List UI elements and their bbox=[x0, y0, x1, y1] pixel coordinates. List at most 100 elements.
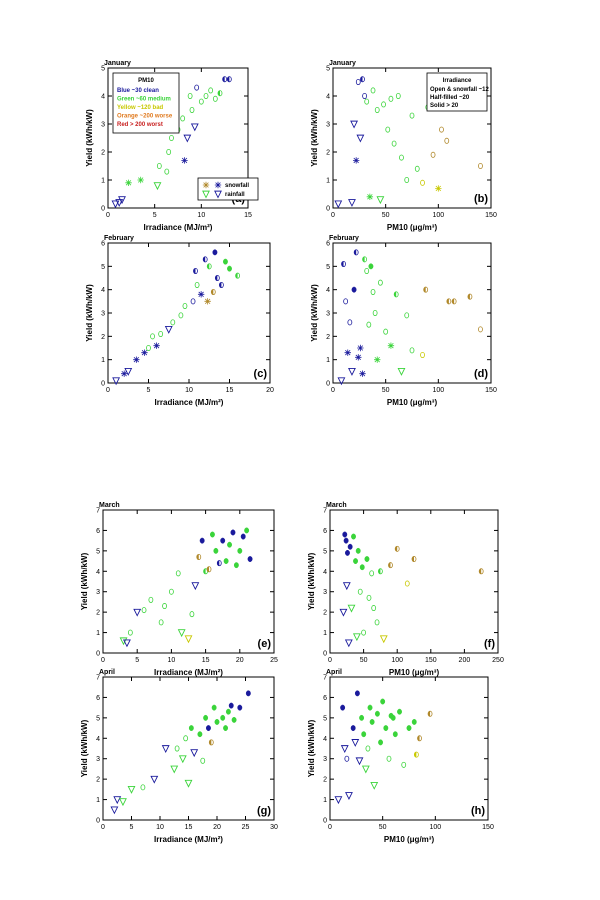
data-point bbox=[366, 594, 372, 601]
data-point bbox=[369, 718, 375, 725]
data-point bbox=[345, 549, 350, 556]
data-point bbox=[125, 179, 132, 186]
y-axis-title: Yield (kWh/kW) bbox=[310, 284, 319, 342]
data-point bbox=[184, 779, 193, 788]
panel-d: 0 50 100 150 0 1 2 3 4 5 6 PM10 (μg/m³) Yield (kWh/k… bbox=[310, 235, 497, 407]
data-point bbox=[417, 735, 422, 742]
x-axis-title: Irradiance (MJ/m²) bbox=[155, 398, 224, 407]
data-point bbox=[386, 755, 392, 762]
x-tick-label: 5 bbox=[153, 212, 157, 219]
panel-letter: (b) bbox=[474, 193, 488, 205]
data-point bbox=[178, 312, 184, 319]
panel-month: January bbox=[104, 60, 131, 67]
data-point bbox=[156, 162, 162, 169]
panel-letter: (h) bbox=[471, 805, 485, 817]
data-point bbox=[230, 529, 236, 536]
data-point bbox=[124, 368, 133, 376]
data-point bbox=[150, 775, 159, 784]
data-point bbox=[343, 537, 349, 544]
y-tick-label: 1 bbox=[101, 357, 105, 364]
data-point bbox=[174, 745, 180, 752]
data-point bbox=[404, 312, 410, 319]
y-tick-label: 0 bbox=[96, 651, 100, 658]
irradiance-legend-item: Half-filled ~20 bbox=[430, 95, 470, 101]
data-point bbox=[362, 256, 368, 263]
data-point bbox=[370, 781, 379, 790]
irradiance-legend-box bbox=[426, 72, 488, 112]
data-point bbox=[378, 739, 384, 746]
data-point bbox=[158, 330, 164, 337]
y-tick-label: 0 bbox=[323, 818, 327, 825]
data-point bbox=[366, 321, 372, 328]
x-tick-label: 15 bbox=[185, 824, 193, 831]
data-point bbox=[399, 154, 404, 161]
data-point bbox=[340, 745, 349, 754]
data-point bbox=[170, 765, 179, 774]
pm10-legend: PM10 Blue ~30 clean Green ~60 medium Yellow… bbox=[112, 72, 180, 134]
data-point bbox=[191, 582, 200, 591]
data-point bbox=[161, 745, 170, 754]
data-point bbox=[212, 95, 218, 102]
x-tick-label: 20 bbox=[236, 657, 244, 664]
panel-letter: (g) bbox=[257, 805, 271, 817]
x-axis-title: Irradiance (MJ/m²) bbox=[154, 668, 223, 677]
x-tick-label: 100 bbox=[391, 657, 403, 664]
x-tick-label: 150 bbox=[485, 212, 497, 219]
data-point bbox=[133, 608, 142, 617]
data-point bbox=[352, 157, 360, 164]
snowfall-marker-yellow bbox=[202, 181, 210, 189]
y-tick-label: 5 bbox=[96, 715, 100, 722]
x-tick-label: 0 bbox=[106, 212, 110, 219]
data-point bbox=[406, 725, 412, 732]
data-point bbox=[218, 281, 224, 288]
data-point bbox=[369, 570, 375, 577]
data-point bbox=[423, 286, 429, 293]
data-point bbox=[420, 179, 425, 186]
data-point bbox=[111, 200, 120, 209]
data-point bbox=[228, 702, 234, 709]
data-point bbox=[351, 286, 357, 293]
data-point bbox=[342, 531, 348, 538]
y-tick-label: 5 bbox=[96, 548, 100, 555]
data-point bbox=[189, 611, 195, 618]
y-axis-title: Yield (kWh/kW) bbox=[80, 719, 89, 777]
weather-legend: snowfall rainfall bbox=[197, 177, 259, 201]
data-point bbox=[401, 761, 407, 768]
x-tick-label: 0 bbox=[328, 824, 332, 831]
data-point bbox=[350, 120, 358, 129]
data-point bbox=[361, 765, 370, 774]
y-tick-label: 7 bbox=[96, 675, 100, 682]
y-tick-label: 6 bbox=[96, 528, 100, 535]
y-tick-label: 2 bbox=[323, 777, 327, 784]
data-point bbox=[353, 558, 358, 565]
y-axis-title: Yield (kWh/kW) bbox=[307, 719, 316, 777]
rainfall-marker-green bbox=[202, 190, 210, 199]
data-point bbox=[133, 356, 140, 363]
data-point bbox=[208, 87, 214, 94]
data-point bbox=[189, 107, 195, 114]
data-point bbox=[385, 126, 391, 133]
data-point bbox=[341, 260, 346, 267]
x-tick-label: 150 bbox=[485, 387, 497, 394]
x-tick-label: 5 bbox=[147, 387, 151, 394]
data-point bbox=[214, 718, 220, 725]
y-tick-label: 3 bbox=[323, 756, 327, 763]
data-point bbox=[430, 151, 436, 158]
y-tick-label: 4 bbox=[326, 287, 330, 294]
data-point bbox=[227, 541, 232, 548]
data-point bbox=[181, 157, 188, 164]
snowfall-marker-blue bbox=[214, 181, 222, 189]
y-tick-label: 0 bbox=[101, 206, 105, 213]
data-point bbox=[348, 199, 356, 207]
data-point bbox=[220, 714, 226, 721]
x-tick-label: 15 bbox=[244, 212, 252, 219]
data-point bbox=[344, 639, 353, 648]
y-tick-label: 2 bbox=[326, 334, 330, 341]
data-point bbox=[222, 76, 228, 83]
data-point bbox=[223, 558, 229, 565]
y-tick-label: 7 bbox=[96, 508, 100, 515]
data-point bbox=[206, 263, 212, 270]
data-point bbox=[168, 588, 174, 595]
data-point bbox=[240, 533, 246, 540]
